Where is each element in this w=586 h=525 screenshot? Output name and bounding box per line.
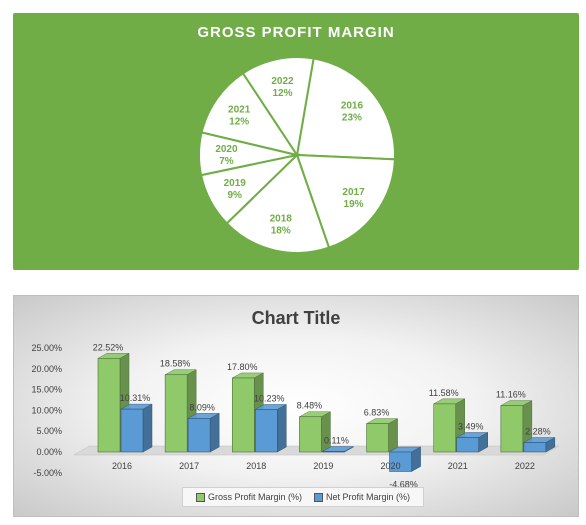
pie-category-label-2017: 2017 [342,187,365,198]
bar-net-2021 [455,432,489,453]
y-tick-label: 0.00% [36,447,62,457]
data-label-net-2017: 8.09% [189,402,215,412]
pie-value-label-2021: 12% [229,117,249,128]
bar-net-2018 [254,404,288,453]
data-label-net-2022: 2.28% [525,427,551,437]
data-label-net-2018: 10.23% [254,393,285,403]
y-tick-label: 25.00% [31,343,62,353]
data-label-net-2021: 3.49% [458,421,484,431]
y-tick-label: 15.00% [31,385,62,395]
data-label-net-2016: 10.31% [120,393,151,403]
y-tick-label: 20.00% [31,364,62,374]
pie-chart: 201623%201719%201818%20199%20207%202112%… [198,56,396,254]
x-tick-label-2018: 2018 [246,461,266,471]
pie-chart-title: GROSS PROFIT MARGIN [197,24,395,41]
data-label-gross-2019: 8.48% [297,401,323,411]
bar-chart-title: Chart Title [251,308,341,328]
x-tick-label-2021: 2021 [448,461,468,471]
pie-category-label-2021: 2021 [228,105,251,116]
pie-value-label-2022: 12% [272,88,292,99]
x-tick-label-2017: 2017 [179,461,199,471]
data-label-net-2019: 0.11% [324,436,349,446]
data-label-gross-2016: 22.52% [93,342,124,352]
x-tick-label-2016: 2016 [112,461,132,471]
pie-slice-2022 [241,56,315,158]
pie-category-label-2016: 2016 [341,101,364,112]
data-label-gross-2022: 11.16% [496,390,526,400]
bar-gross-2019 [298,411,332,453]
data-label-gross-2018: 17.80% [227,362,258,372]
pie-chart-panel: 2016 23% 2017 19% 2018 18% 2019 9% 2020 7% 2021 12%… [13,13,579,270]
legend-label-gross: Gross Profit Margin (%) [207,492,302,502]
data-label-gross-2017: 18.58% [160,359,191,369]
pie-category-label-2019: 2019 [224,178,247,189]
pie-category-label-2020: 2020 [215,144,238,155]
pie-slice-2016 [295,57,396,161]
data-label-gross-2020: 6.83% [364,408,390,418]
pie-category-label-2018: 2018 [270,214,293,225]
bar-net-2019 [321,446,355,453]
x-tick-label-2020: 2020 [381,461,401,471]
data-label-gross-2021: 11.58% [429,388,459,398]
bar-net-2016 [120,403,153,453]
legend-item-gross: Gross Profit Margin (%) [195,492,302,502]
legend-label-net: Net Profit Margin (%) [326,492,411,502]
data-label-net-2020: -4.68% [389,479,418,489]
x-tick-label-2022: 2022 [515,461,535,471]
legend: Gross Profit Margin (%) Net Profit Margi… [182,487,424,507]
bar-gross-2022 [499,400,533,453]
pie-category-label-2022: 2022 [271,76,294,87]
pie-value-label-2020: 7% [219,156,234,167]
bar-net-2022 [522,437,556,453]
y-tick-label: -5.00% [33,468,62,478]
pie-value-label-2016: 23% [342,113,362,124]
pie-value-label-2017: 19% [344,199,364,210]
bar-net-2020 [388,446,422,472]
y-tick-label: 5.00% [36,426,62,436]
pie-value-label-2019: 9% [228,190,243,201]
bar-chart-panel: 25.00% 20.00% 15.00% 10.00% 5.00% 0.00% -5.00%… [13,295,579,517]
legend-swatch-gross [195,492,205,502]
y-tick-label: 10.00% [31,405,62,415]
bar-gross-2020 [365,418,399,453]
bar-chart: 25.00% 20.00% 15.00% 10.00% 5.00% 0.00% -5.00%… [31,342,560,489]
legend-item-net: Net Profit Margin (%) [314,492,410,502]
legend-swatch-net [314,492,323,502]
bar-net-2017 [187,412,221,453]
pie-value-label-2018: 18% [271,226,291,237]
pie-slice-2018 [225,153,331,254]
x-tick-label-2019: 2019 [313,461,333,471]
pie-slice-2021 [200,71,300,157]
